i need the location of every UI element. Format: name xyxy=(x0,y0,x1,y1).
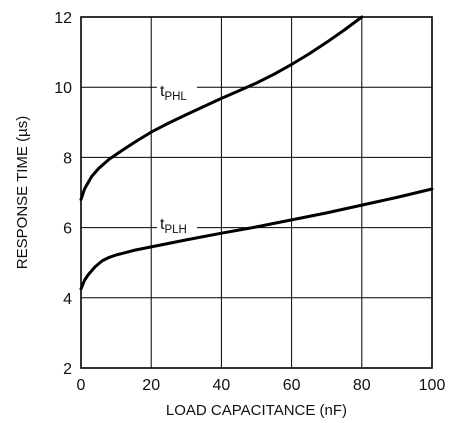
x-axis-title: LOAD CAPACITANCE (nF) xyxy=(166,402,347,419)
y-tick-label: 10 xyxy=(54,80,72,97)
x-tick-label: 100 xyxy=(419,377,446,394)
tick-labels: 0 20 40 60 80 100 2 4 6 8 10 12 xyxy=(54,10,445,394)
x-tick-label: 40 xyxy=(213,377,231,394)
grid xyxy=(81,17,432,368)
series-line-tphl xyxy=(79,15,364,201)
y-tick-label: 6 xyxy=(63,221,72,238)
x-tick-label: 60 xyxy=(283,377,301,394)
series-line-tplh xyxy=(79,187,434,291)
y-tick-label: 8 xyxy=(63,150,72,167)
x-tick-label: 0 xyxy=(77,377,86,394)
series-labels: tPHL tPLH xyxy=(157,81,197,236)
y-tick-label: 12 xyxy=(54,10,72,27)
series-label-tplh: tPLH xyxy=(160,216,187,236)
series-label-bg xyxy=(157,81,197,99)
series-lines xyxy=(79,15,434,291)
y-tick-label: 4 xyxy=(63,291,72,308)
x-tick-label: 20 xyxy=(142,377,160,394)
series-label-bg xyxy=(157,214,197,232)
y-axis-title: RESPONSE TIME (µs) xyxy=(14,116,31,269)
x-tick-label: 80 xyxy=(353,377,371,394)
y-tick-label: 2 xyxy=(63,361,72,378)
series-label-tphl: tPHL xyxy=(160,83,187,103)
plot-frame xyxy=(80,16,433,369)
